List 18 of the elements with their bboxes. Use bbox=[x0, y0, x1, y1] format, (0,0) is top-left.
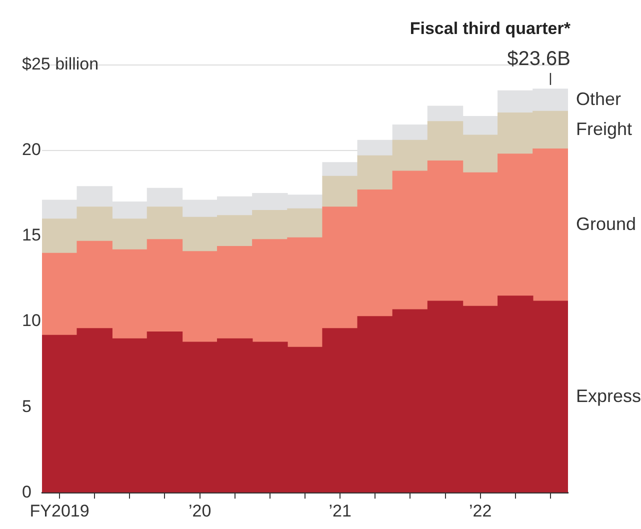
y-tick-label: $25 billion bbox=[22, 54, 99, 74]
series-label: Freight bbox=[576, 118, 632, 139]
y-tick-label: 0 bbox=[22, 482, 32, 502]
y-tick-label: 15 bbox=[22, 226, 41, 245]
series-label: Express bbox=[576, 386, 641, 406]
y-tick-label: 10 bbox=[22, 311, 41, 330]
annotation: $23.6B bbox=[507, 48, 570, 70]
series-label: Ground bbox=[576, 214, 636, 234]
text: Fiscal third quarter* bbox=[410, 19, 571, 38]
x-tick-label: ’21 bbox=[328, 501, 352, 520]
y-tick-label: 5 bbox=[22, 396, 32, 416]
series-label: Other bbox=[576, 89, 622, 110]
x-tick-label: ’22 bbox=[468, 501, 492, 520]
x-tick-label: ’20 bbox=[188, 501, 212, 520]
y-tick-label: 20 bbox=[22, 140, 41, 160]
bar bbox=[392, 124, 428, 141]
bar bbox=[322, 162, 358, 177]
x-tick-label: FY2019 bbox=[30, 501, 90, 520]
